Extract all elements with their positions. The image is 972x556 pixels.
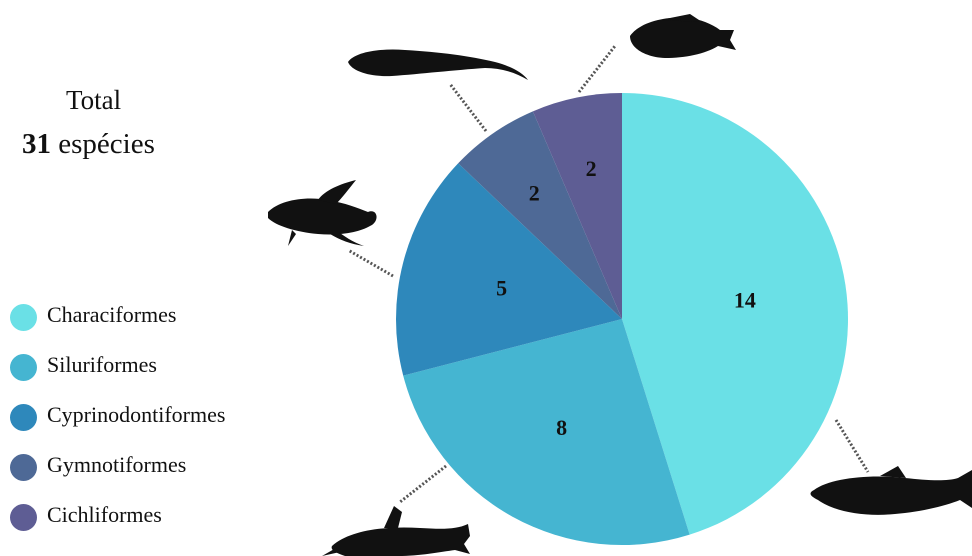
slice-value-gymnotiformes: 2 <box>529 180 540 205</box>
slice-value-cichliformes: 2 <box>586 156 597 181</box>
legend-label-gymnotiformes: Gymnotiformes <box>47 452 187 477</box>
legend-label-characiformes: Characiformes <box>47 302 177 327</box>
fish-silhouette-icon <box>810 466 972 515</box>
legend-swatch-siluriformes <box>10 354 37 381</box>
leader-line-cichliformes <box>577 45 617 93</box>
pie-slice-siluriformes <box>403 319 690 545</box>
pie-slice-cichliformes <box>532 93 622 319</box>
pie-slice-characiformes <box>622 93 848 535</box>
slice-value-siluriformes: 8 <box>556 415 567 440</box>
total-unit: espécies <box>58 128 155 160</box>
pie-slices <box>396 93 848 545</box>
legend-swatch-characiformes <box>10 304 37 331</box>
leader-line-cyprinodontiformes <box>347 248 394 278</box>
legend-label-cichliformes: Cichliformes <box>47 502 162 527</box>
total-species-count: 31 espécies <box>22 127 155 161</box>
knifefish-silhouette-icon <box>348 49 528 80</box>
pie-slice-cyprinodontiformes <box>396 163 622 376</box>
leader-line-siluriformes <box>399 464 447 504</box>
legend-swatch-gymnotiformes <box>10 454 37 481</box>
slice-value-cyprinodontiformes: 5 <box>496 275 507 300</box>
total-number: 31 <box>22 128 51 160</box>
leader-lines <box>347 45 870 504</box>
legend-label-siluriformes: Siluriformes <box>47 352 157 377</box>
fish-silhouettes <box>268 14 972 556</box>
legend-swatch-cichliformes <box>10 504 37 531</box>
fish-silhouette-icon <box>268 180 377 246</box>
slice-value-characiformes: 14 <box>734 288 756 313</box>
legend-swatch-cyprinodontiformes <box>10 404 37 431</box>
cichlid-silhouette-icon <box>630 14 736 58</box>
legend-label-cyprinodontiformes: Cyprinodontiformes <box>47 402 226 427</box>
leader-line-gymnotiformes <box>448 83 488 132</box>
pie-slice-gymnotiformes <box>458 111 622 319</box>
fish-silhouette-icon <box>322 506 470 556</box>
total-label: Total <box>66 85 122 115</box>
pie-value-labels: 14 8 5 2 2 <box>496 156 756 440</box>
leader-line-characiformes <box>834 419 870 473</box>
